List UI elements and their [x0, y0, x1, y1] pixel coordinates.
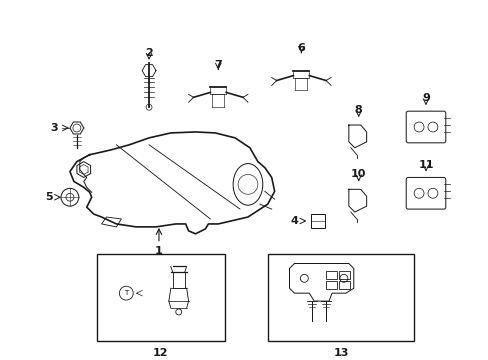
- Text: 10: 10: [350, 170, 366, 180]
- Circle shape: [146, 104, 152, 110]
- Text: 3: 3: [50, 123, 58, 133]
- Text: 12: 12: [153, 347, 168, 357]
- Text: 11: 11: [417, 159, 433, 170]
- Text: 8: 8: [354, 105, 362, 115]
- Text: T: T: [124, 290, 128, 296]
- Text: 6: 6: [297, 43, 305, 53]
- Text: 13: 13: [332, 347, 348, 357]
- Text: 1: 1: [155, 246, 163, 256]
- Text: 7: 7: [214, 60, 222, 70]
- Text: 4: 4: [290, 216, 298, 226]
- Text: 9: 9: [421, 93, 429, 103]
- Text: 2: 2: [145, 48, 153, 58]
- Text: 5: 5: [45, 192, 53, 202]
